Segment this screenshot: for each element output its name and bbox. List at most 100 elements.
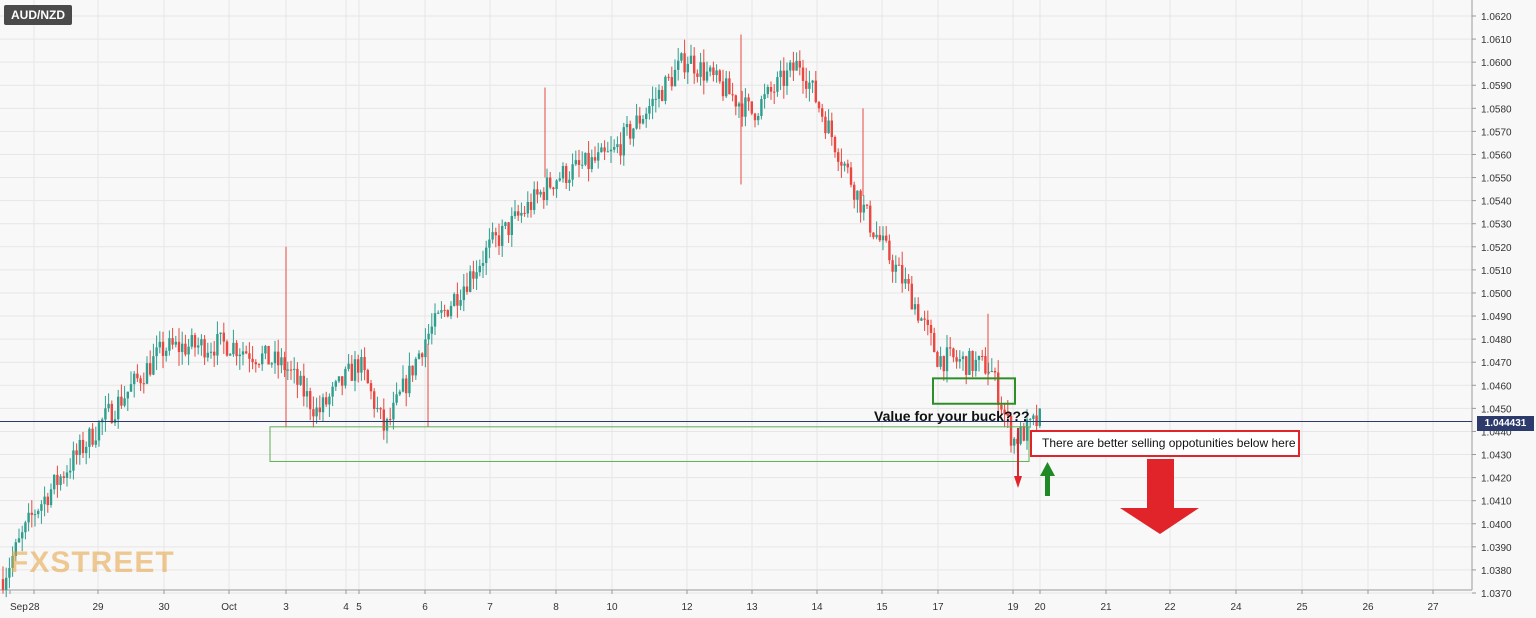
candle-body bbox=[1038, 408, 1041, 427]
candle-body bbox=[1019, 426, 1022, 444]
candle-body bbox=[577, 160, 581, 165]
candle-body bbox=[545, 177, 549, 201]
candle-body bbox=[891, 260, 894, 272]
candle-body bbox=[465, 286, 469, 292]
candle-body bbox=[990, 370, 993, 372]
candle-body bbox=[229, 354, 232, 356]
candle-body bbox=[219, 332, 222, 335]
y-tick-label: 1.0390 bbox=[1481, 543, 1512, 554]
candle-body bbox=[491, 232, 494, 240]
candle-body bbox=[155, 347, 158, 357]
candle-body bbox=[600, 147, 603, 153]
candle-body bbox=[536, 189, 539, 195]
candle-body bbox=[942, 356, 945, 372]
candle-body bbox=[769, 87, 773, 92]
candle-body bbox=[488, 239, 491, 248]
candle-body bbox=[161, 341, 165, 356]
y-tick-label: 1.0610 bbox=[1481, 35, 1512, 46]
candle-body bbox=[139, 378, 142, 384]
candle-body bbox=[993, 370, 997, 373]
candle-body bbox=[462, 286, 465, 301]
candle-body bbox=[673, 69, 677, 87]
candle-body bbox=[517, 211, 520, 216]
candle-body bbox=[702, 62, 705, 81]
candle-body bbox=[235, 342, 238, 357]
candle-body bbox=[293, 368, 296, 370]
candle-body bbox=[334, 381, 337, 387]
candle-body bbox=[737, 103, 741, 107]
candle-body bbox=[629, 123, 632, 139]
candle-body bbox=[193, 335, 197, 348]
candle-body bbox=[789, 62, 792, 71]
candle-body bbox=[881, 235, 885, 241]
candle-body bbox=[363, 357, 366, 371]
candle-body bbox=[862, 204, 865, 213]
y-tick-label: 1.0580 bbox=[1481, 104, 1512, 115]
candle-body bbox=[5, 577, 8, 590]
candle-body bbox=[280, 357, 283, 366]
candle-body bbox=[1035, 415, 1038, 427]
candle-body bbox=[414, 358, 417, 376]
candle-body bbox=[741, 103, 744, 117]
candle-body bbox=[609, 149, 613, 152]
candle-body bbox=[341, 376, 344, 386]
candle-body bbox=[929, 324, 933, 333]
candle-body bbox=[366, 370, 369, 384]
candle-body bbox=[654, 98, 657, 100]
candle-body bbox=[296, 368, 299, 385]
candle-body bbox=[641, 119, 645, 124]
x-tick-label: 10 bbox=[606, 602, 618, 613]
candle-body bbox=[725, 78, 728, 97]
candle-body bbox=[997, 372, 1000, 405]
candle-body bbox=[715, 70, 718, 76]
candle-body bbox=[837, 152, 840, 162]
candle-body bbox=[667, 76, 670, 78]
candle-body bbox=[712, 67, 715, 76]
y-tick-label: 1.0600 bbox=[1481, 58, 1512, 69]
candle-body bbox=[24, 522, 27, 533]
candle-body bbox=[760, 99, 763, 117]
candle-body bbox=[616, 144, 619, 148]
candle-body bbox=[683, 53, 686, 73]
candle-body bbox=[331, 386, 334, 397]
candle-body bbox=[254, 362, 257, 365]
candle-body bbox=[264, 345, 267, 354]
candle-body bbox=[750, 101, 753, 114]
candle-body bbox=[209, 351, 213, 353]
candle-body bbox=[88, 428, 91, 447]
candle-body bbox=[75, 450, 78, 455]
candle-body bbox=[539, 191, 542, 195]
candle-body bbox=[913, 304, 917, 310]
x-tick-label: 14 bbox=[811, 602, 823, 613]
candle-body bbox=[955, 357, 958, 362]
y-tick-label: 1.0470 bbox=[1481, 358, 1512, 369]
candle-body bbox=[177, 341, 181, 353]
candle-body bbox=[238, 354, 241, 357]
value-annotation: Value for your buck??? bbox=[874, 408, 1030, 424]
candle-body bbox=[718, 70, 721, 82]
candle-body bbox=[152, 356, 155, 375]
candle-body bbox=[49, 489, 53, 506]
candle-body bbox=[635, 115, 638, 129]
candle-body bbox=[245, 351, 248, 354]
candle-body bbox=[65, 472, 69, 478]
candle-body bbox=[184, 343, 187, 355]
candle-body bbox=[427, 333, 430, 340]
y-tick-label: 1.0590 bbox=[1481, 81, 1512, 92]
candle-body bbox=[699, 62, 702, 77]
candle-body bbox=[8, 568, 11, 578]
candle-body bbox=[485, 247, 488, 264]
candle-body bbox=[376, 407, 379, 410]
candle-body bbox=[267, 345, 270, 365]
candle-body bbox=[158, 341, 161, 348]
x-tick-label: 3 bbox=[283, 602, 289, 613]
candle-body bbox=[59, 476, 62, 485]
candle-body bbox=[136, 373, 139, 379]
candle-body bbox=[888, 240, 891, 261]
candle-body bbox=[142, 383, 145, 385]
candle-body bbox=[734, 95, 737, 107]
candle-body bbox=[773, 91, 776, 93]
candle-body bbox=[69, 470, 72, 473]
candle-body bbox=[405, 378, 408, 394]
candle-body bbox=[830, 120, 833, 138]
